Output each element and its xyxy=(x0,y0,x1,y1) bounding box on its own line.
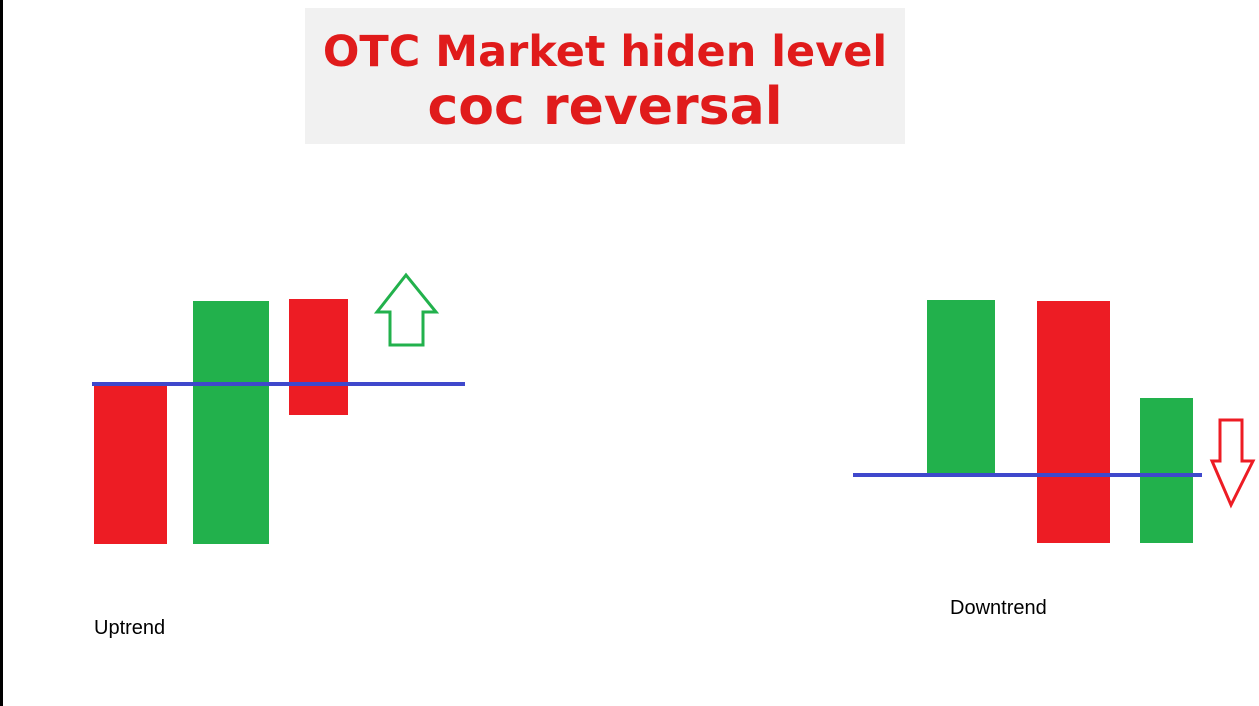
uptrend-group xyxy=(92,275,465,544)
downtrend-candle-red xyxy=(1037,301,1110,543)
up-arrow-icon xyxy=(377,275,436,345)
uptrend-label: Uptrend xyxy=(94,617,165,640)
downtrend-label: Downtrend xyxy=(950,597,1047,620)
uptrend-candle-red-1 xyxy=(94,384,167,544)
downtrend-group xyxy=(853,300,1253,543)
downtrend-candle-green-2 xyxy=(1140,398,1193,543)
downtrend-candle-green-1 xyxy=(927,300,995,475)
down-arrow-icon xyxy=(1212,420,1253,505)
uptrend-candle-red-2 xyxy=(289,299,348,415)
uptrend-candle-green xyxy=(193,301,269,544)
